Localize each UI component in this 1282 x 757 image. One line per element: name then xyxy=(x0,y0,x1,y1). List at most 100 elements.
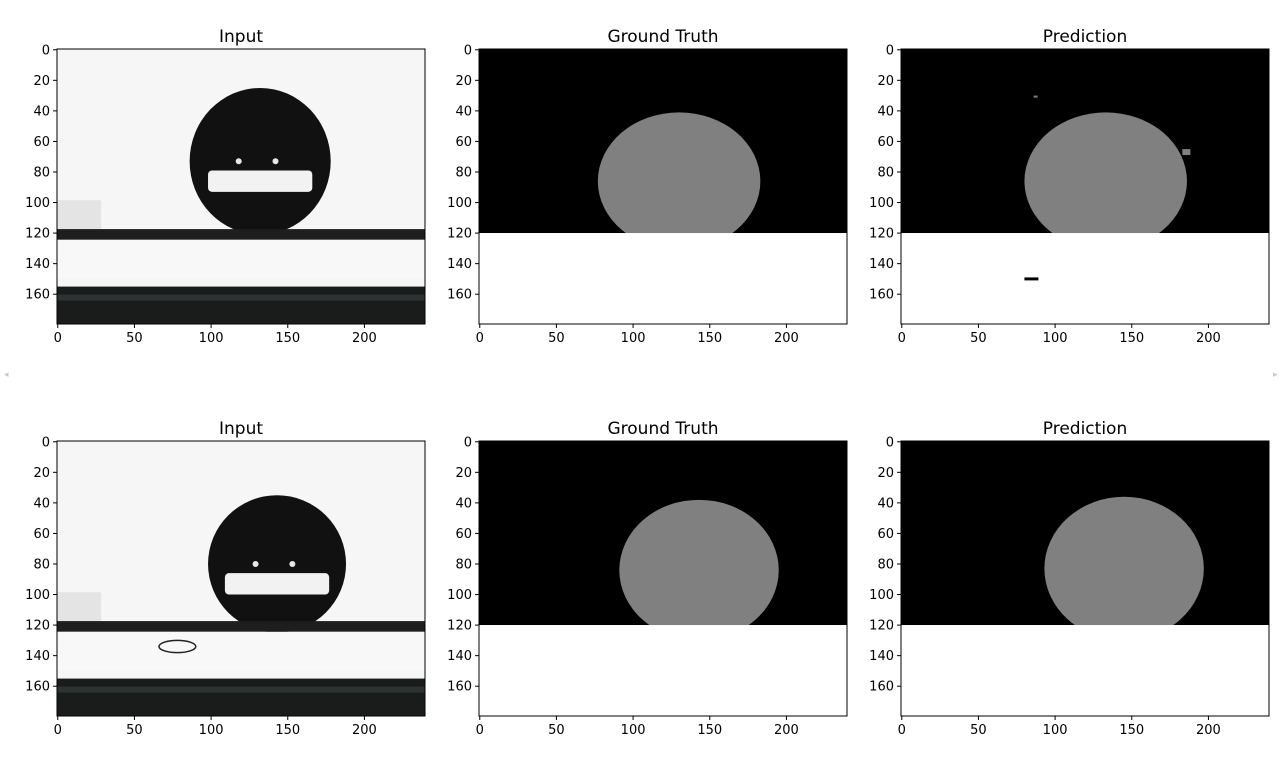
x-tick-label: 100 xyxy=(621,331,646,346)
reflection-mark xyxy=(252,560,259,567)
y-tick-label: 120 xyxy=(869,227,894,242)
y-tick-label: 60 xyxy=(33,527,50,542)
x-tick-label: 200 xyxy=(774,723,799,738)
y-tick-label: 120 xyxy=(25,619,50,634)
y-tick-label: 140 xyxy=(25,257,50,272)
highlight-mark xyxy=(208,170,313,192)
panel-title: Prediction xyxy=(1043,419,1127,439)
base-texture-mark xyxy=(57,686,425,693)
y-tick-label: 20 xyxy=(455,74,472,89)
y-tick-label: 60 xyxy=(33,135,50,150)
y-tick-label: 40 xyxy=(455,104,472,119)
image-area xyxy=(479,441,847,716)
x-tick-label: 200 xyxy=(774,331,799,346)
droplet-mask-mark xyxy=(597,112,761,234)
gap-mark xyxy=(57,631,425,670)
panel-r2-prediction: Prediction 0 50 100 150 200 0 20 40 60 80 100 120 140… xyxy=(869,419,1270,738)
y-tick-label: 40 xyxy=(455,496,472,511)
axes-frame xyxy=(56,48,426,325)
noise-mark xyxy=(1182,149,1191,156)
x-tick-label: 50 xyxy=(126,723,143,738)
panel-r1-ground-truth: Ground Truth 0 50 100 150 200 0 20 40 60 80 100 120 1… xyxy=(447,27,848,346)
y-tick-label: 120 xyxy=(447,619,472,634)
noise-mark xyxy=(1033,95,1038,98)
axes-frame xyxy=(900,440,1270,717)
reflection-mark xyxy=(272,158,279,165)
panel-r1-input: Input 0 50 100 150 200 0 20 40 60 80 100 120 140 160 xyxy=(25,27,426,346)
y-tick-label: 160 xyxy=(25,680,50,695)
x-tick-label: 150 xyxy=(697,331,722,346)
x-tick-label: 200 xyxy=(352,331,377,346)
y-tick-label: 140 xyxy=(869,649,894,664)
base-mark xyxy=(57,678,425,716)
y-tick-label: 20 xyxy=(455,466,472,481)
scroll-left-icon[interactable]: ◂ xyxy=(4,370,9,380)
x-tick-label: 0 xyxy=(898,331,906,346)
y-tick-label: 160 xyxy=(869,288,894,303)
y-tick-label: 100 xyxy=(447,588,472,603)
x-tick-label: 50 xyxy=(548,723,565,738)
bubble-mark xyxy=(158,639,197,654)
y-tick-label: 40 xyxy=(33,496,50,511)
gap-mark xyxy=(57,239,425,278)
y-tick-label: 140 xyxy=(447,257,472,272)
x-tick-label: 200 xyxy=(352,723,377,738)
image-area xyxy=(57,49,425,324)
y-tick-label: 80 xyxy=(33,165,50,180)
x-tick-label: 100 xyxy=(1043,331,1068,346)
scroll-right-icon[interactable]: ▸ xyxy=(1273,370,1278,380)
y-tick-label: 80 xyxy=(877,557,894,572)
image-area xyxy=(57,441,425,716)
base-mark xyxy=(57,286,425,324)
substrate-mask-mark xyxy=(901,625,1269,716)
x-tick-label: 100 xyxy=(621,723,646,738)
axes-frame xyxy=(900,48,1270,325)
y-tick-label: 0 xyxy=(886,435,894,450)
image-area xyxy=(479,49,847,324)
axes-frame xyxy=(478,440,848,717)
y-tick-label: 40 xyxy=(33,104,50,119)
x-tick-label: 0 xyxy=(898,723,906,738)
y-tick-label: 0 xyxy=(886,43,894,58)
y-tick-label: 20 xyxy=(33,74,50,89)
substrate-line-mark xyxy=(57,229,425,240)
y-tick-label: 0 xyxy=(464,435,472,450)
y-tick-label: 0 xyxy=(42,435,50,450)
highlight-mark xyxy=(224,573,330,595)
noise-mark xyxy=(1024,277,1039,281)
x-tick-label: 50 xyxy=(548,331,565,346)
x-tick-label: 150 xyxy=(1119,723,1144,738)
panel-r1-prediction: Prediction 0 50 100 150 200 0 20 40 60 80 100 120 140… xyxy=(869,27,1270,346)
x-tick-label: 0 xyxy=(54,331,62,346)
x-tick-label: 50 xyxy=(126,331,143,346)
y-tick-label: 140 xyxy=(447,649,472,664)
substrate-line-mark xyxy=(57,621,425,632)
panel-title: Prediction xyxy=(1043,27,1127,47)
y-tick-label: 80 xyxy=(455,557,472,572)
x-tick-label: 150 xyxy=(697,723,722,738)
y-tick-label: 160 xyxy=(447,680,472,695)
y-tick-label: 0 xyxy=(42,43,50,58)
droplet-mask-mark xyxy=(1044,496,1204,626)
y-tick-label: 40 xyxy=(877,496,894,511)
image-area xyxy=(901,441,1269,716)
y-tick-label: 0 xyxy=(464,43,472,58)
panel-r2-input: Input 0 50 100 150 200 0 20 40 60 80 100 120 140 160 xyxy=(25,419,426,738)
x-tick-label: 0 xyxy=(476,331,484,346)
haze-mark xyxy=(57,200,102,234)
y-tick-label: 60 xyxy=(877,135,894,150)
axes-frame xyxy=(478,48,848,325)
y-tick-label: 80 xyxy=(33,557,50,572)
x-tick-label: 50 xyxy=(970,331,987,346)
base-texture-mark xyxy=(57,294,425,301)
substrate-mask-mark xyxy=(479,625,847,716)
x-tick-label: 150 xyxy=(1119,331,1144,346)
y-tick-label: 140 xyxy=(25,649,50,664)
y-tick-label: 140 xyxy=(869,257,894,272)
x-tick-label: 100 xyxy=(199,331,224,346)
panel-r2-ground-truth: Ground Truth 0 50 100 150 200 0 20 40 60 80 100 120 1… xyxy=(447,419,848,738)
reflection-mark xyxy=(235,158,242,165)
droplet-mark xyxy=(189,87,331,235)
x-tick-label: 200 xyxy=(1196,723,1221,738)
